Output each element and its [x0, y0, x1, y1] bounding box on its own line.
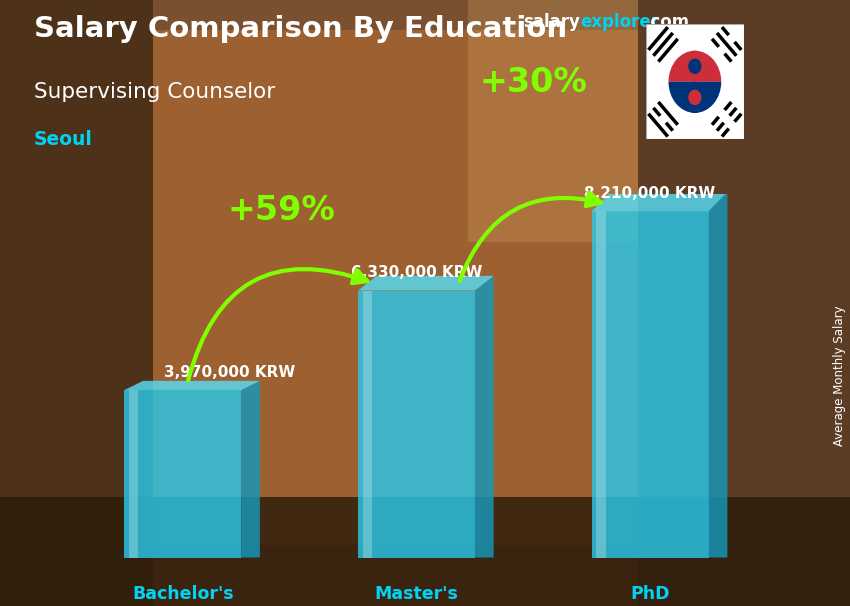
Polygon shape [592, 211, 709, 558]
Polygon shape [592, 192, 728, 211]
Bar [0, 0, 153, 606]
Polygon shape [358, 290, 475, 558]
Circle shape [682, 82, 708, 113]
Text: Salary Comparison By Education: Salary Comparison By Education [34, 15, 567, 43]
Text: explorer: explorer [581, 13, 660, 32]
Polygon shape [124, 390, 241, 558]
Text: Average Monthly Salary: Average Monthly Salary [833, 305, 846, 446]
Bar [153, 30, 638, 545]
Text: Master's
Degree: Master's Degree [375, 585, 458, 606]
Text: +30%: +30% [479, 66, 587, 99]
Text: 8,210,000 KRW: 8,210,000 KRW [585, 186, 716, 201]
Bar [0, 497, 850, 606]
Text: Seoul: Seoul [34, 130, 93, 149]
Text: PhD: PhD [631, 585, 670, 603]
Polygon shape [475, 276, 494, 558]
Text: +59%: +59% [227, 193, 335, 227]
Wedge shape [668, 51, 722, 82]
Bar [468, 0, 638, 242]
Bar [638, 0, 850, 606]
Polygon shape [358, 276, 494, 290]
Text: 3,970,000 KRW: 3,970,000 KRW [164, 365, 295, 380]
Polygon shape [597, 211, 606, 558]
Polygon shape [124, 381, 260, 390]
Text: salary: salary [523, 13, 580, 32]
Polygon shape [363, 290, 372, 558]
Wedge shape [668, 82, 722, 113]
Polygon shape [129, 390, 139, 558]
Text: 6,330,000 KRW: 6,330,000 KRW [351, 265, 482, 280]
Polygon shape [241, 381, 260, 558]
Circle shape [682, 51, 708, 82]
Polygon shape [709, 192, 728, 558]
Text: .com: .com [644, 13, 689, 32]
Text: Bachelor's
Degree: Bachelor's Degree [132, 585, 234, 606]
Circle shape [688, 59, 701, 74]
Text: Supervising Counselor: Supervising Counselor [34, 82, 275, 102]
Circle shape [688, 90, 701, 105]
